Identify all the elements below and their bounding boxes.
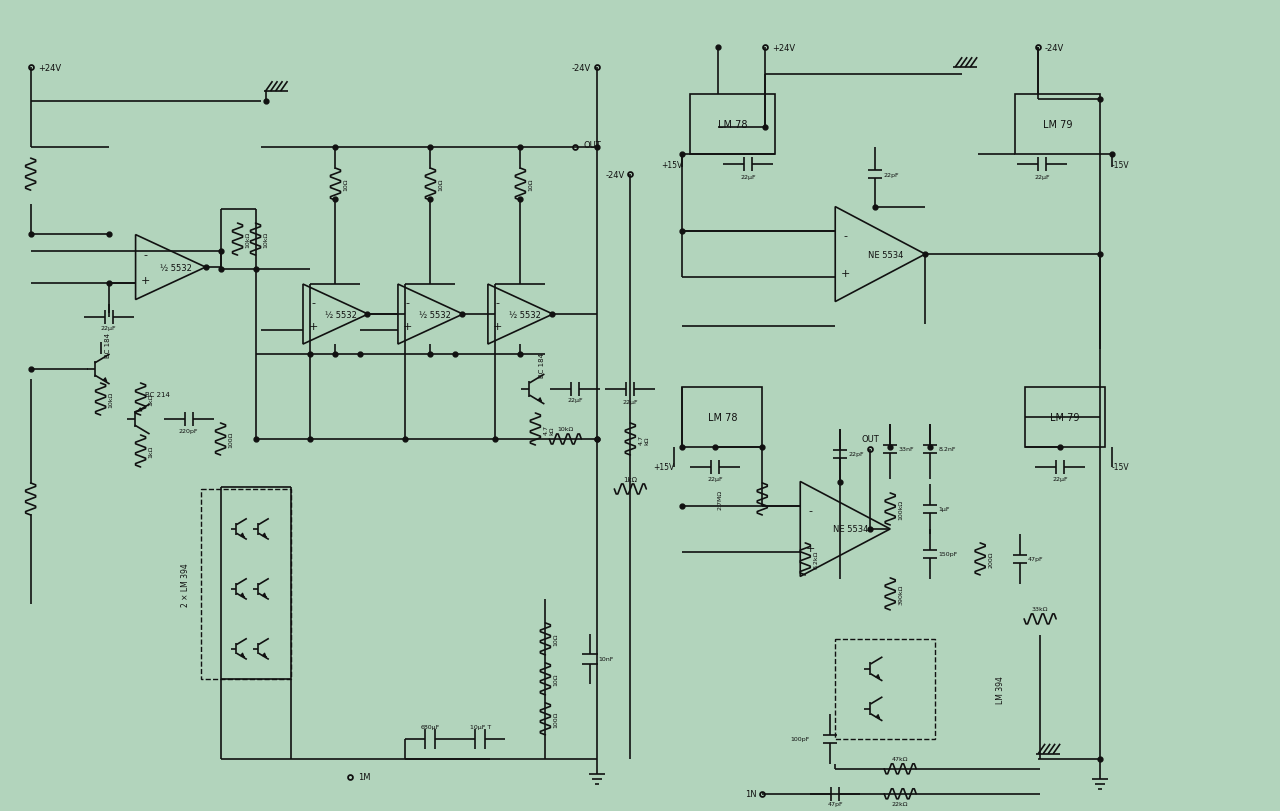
Bar [682, 388, 763, 448]
Text: ½ 5532: ½ 5532 [509, 310, 541, 320]
Text: 22μF: 22μF [1034, 174, 1050, 179]
Text: 150pF: 150pF [938, 551, 957, 556]
Text: LM 394: LM 394 [996, 675, 1005, 703]
Bar [201, 489, 291, 679]
Text: -: - [311, 298, 315, 307]
Text: -24V: -24V [571, 63, 590, 72]
Text: +: + [841, 268, 850, 279]
Text: 1kΩ: 1kΩ [148, 393, 154, 406]
Text: LM 78: LM 78 [718, 120, 748, 130]
Text: ½ 5532: ½ 5532 [325, 310, 356, 320]
Text: LM 79: LM 79 [1051, 413, 1080, 423]
Text: +: + [493, 322, 503, 332]
Text: +24V: +24V [772, 44, 795, 53]
Text: 22μF: 22μF [1052, 477, 1068, 482]
Text: -24V: -24V [1044, 44, 1064, 53]
Text: BC 184: BC 184 [539, 352, 545, 377]
Text: -: - [406, 298, 410, 307]
Text: 47kΩ: 47kΩ [892, 757, 909, 762]
Text: 22pF: 22pF [849, 452, 864, 457]
Text: 22μF: 22μF [708, 477, 723, 482]
Text: +: + [308, 322, 317, 332]
Text: 10Ω: 10Ω [553, 633, 558, 646]
Text: 22μF: 22μF [622, 399, 639, 404]
Bar [1015, 95, 1100, 155]
Text: 4.7
kΩ: 4.7 kΩ [544, 424, 554, 435]
Text: +15V: +15V [660, 161, 682, 169]
Text: 22μF: 22μF [567, 397, 584, 402]
Text: 22μF: 22μF [101, 325, 116, 330]
Text: 4.7
kΩ: 4.7 kΩ [639, 435, 649, 444]
Text: ½ 5532: ½ 5532 [160, 264, 192, 272]
Text: 33kΩ: 33kΩ [1032, 607, 1048, 611]
Text: -: - [495, 298, 500, 307]
Text: 1M: 1M [358, 772, 371, 781]
Text: +: + [805, 543, 815, 553]
Text: 220pF: 220pF [179, 429, 198, 434]
Text: 10nF: 10nF [598, 657, 613, 662]
Text: 100Ω: 100Ω [229, 431, 233, 448]
Text: +24V: +24V [38, 63, 61, 72]
Text: 47pF: 47pF [1028, 556, 1043, 562]
Text: 100pF: 100pF [790, 736, 809, 741]
Text: +: + [141, 276, 150, 285]
Text: 10Ω: 10Ω [343, 178, 348, 191]
Text: 1kΩ: 1kΩ [623, 476, 637, 483]
Text: 390kΩ: 390kΩ [899, 584, 904, 604]
Text: 10Ω: 10Ω [553, 673, 558, 685]
Text: LM 79: LM 79 [1043, 120, 1073, 130]
Text: +: + [403, 322, 412, 332]
Text: BC 214: BC 214 [145, 392, 169, 397]
Text: NE 5534: NE 5534 [868, 251, 902, 260]
Text: 10kΩ: 10kΩ [109, 392, 114, 408]
Text: 200Ω: 200Ω [988, 551, 993, 568]
Text: 10kΩ: 10kΩ [264, 232, 269, 248]
Text: 680μF: 680μF [421, 724, 440, 729]
Text: 10Ω: 10Ω [439, 178, 443, 191]
Text: -15V: -15V [1112, 463, 1130, 472]
Text: OUT: OUT [861, 435, 879, 444]
Text: -: - [808, 505, 813, 515]
Text: -15V: -15V [1112, 161, 1130, 169]
Text: 1kΩ: 1kΩ [148, 445, 154, 457]
Text: 22kΩ: 22kΩ [892, 801, 909, 806]
Text: BC 184: BC 184 [105, 333, 110, 357]
Text: +15V: +15V [653, 463, 675, 472]
Text: NE 5534: NE 5534 [832, 525, 868, 534]
Text: 22μF: 22μF [740, 174, 756, 179]
Text: 10μF T: 10μF T [470, 724, 492, 729]
Text: 10kΩ: 10kΩ [557, 427, 573, 432]
Text: 1N: 1N [745, 789, 756, 798]
Text: 100kΩ: 100kΩ [899, 500, 904, 519]
Text: 10kΩ: 10kΩ [246, 232, 251, 248]
Text: -: - [143, 250, 147, 260]
Text: 100Ω: 100Ω [553, 710, 558, 727]
Text: 1μF: 1μF [938, 507, 950, 512]
Text: -24V: -24V [607, 170, 626, 179]
Text: -: - [844, 231, 847, 241]
Text: 22pF: 22pF [883, 173, 899, 178]
Text: LM 78: LM 78 [708, 413, 737, 423]
Bar [1025, 388, 1105, 448]
Bar [690, 95, 776, 155]
Text: 8.2nF: 8.2nF [938, 447, 956, 452]
Text: OUT: OUT [584, 140, 602, 149]
Bar [836, 639, 936, 739]
Text: 2 × LM 394: 2 × LM 394 [180, 562, 189, 606]
Text: 2.7MΩ: 2.7MΩ [717, 489, 722, 509]
Text: 47pF: 47pF [827, 801, 844, 806]
Text: 33nF: 33nF [899, 447, 914, 452]
Text: 8.2kΩ: 8.2kΩ [813, 550, 818, 569]
Text: 10Ω: 10Ω [529, 178, 534, 191]
Text: ½ 5532: ½ 5532 [420, 310, 452, 320]
